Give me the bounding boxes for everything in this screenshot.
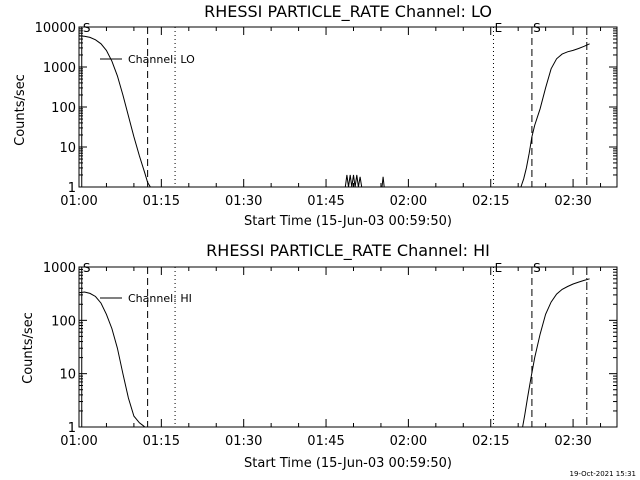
timestamp: 19-Oct-2021 15:31: [570, 470, 636, 478]
chart-title-hi: RHESSI PARTICLE_RATE Channel: HI: [206, 241, 490, 261]
y-tick-label: 10: [59, 368, 76, 383]
x-tick-label: 01:30: [225, 194, 262, 209]
marker-label: S: [533, 21, 541, 35]
y-tick-label: 100: [51, 314, 76, 329]
x-tick-label: 02:30: [554, 434, 591, 449]
x-tick-label: 01:45: [307, 194, 344, 209]
x-tick-label: 01:15: [143, 194, 180, 209]
series-line-hi: [78, 291, 146, 428]
x-tick-label: 02:00: [390, 194, 427, 209]
y-tick-label: 100: [51, 101, 76, 116]
x-tick-label: 01:30: [225, 434, 262, 449]
plot-frame-lo: [78, 26, 618, 188]
y-axis-label-hi: Counts/sec: [21, 312, 36, 384]
y-tick-label: 1000: [43, 61, 76, 76]
series-line-lo: [78, 35, 151, 188]
x-tick-label: 02:15: [472, 194, 509, 209]
y-tick-label: 1000: [43, 261, 76, 276]
x-tick-label: 01:00: [60, 194, 97, 209]
plot-area-lo: 01:00 01:15 01:30 01:45 02:00 02:15 02:30 1 10 10…: [35, 21, 618, 209]
marker-label: S: [83, 261, 91, 275]
chart-title-lo: RHESSI PARTICLE_RATE Channel: LO: [204, 2, 492, 22]
series-line-lo: [381, 176, 385, 188]
y-tick-label: 1: [68, 181, 76, 196]
x-tick-label: 02:00: [390, 434, 427, 449]
x-tick-label: 01:15: [143, 434, 180, 449]
marker-label: S: [533, 261, 541, 275]
y-tick-label: 10000: [35, 21, 76, 36]
series-line-hi: [522, 278, 590, 428]
plot-area-hi: 01:00 01:15 01:30 01:45 02:00 02:15 02:30 1 10 10…: [43, 261, 618, 449]
x-tick-label: 01:45: [307, 434, 344, 449]
marker-label: E: [495, 21, 503, 35]
series-line-lo: [344, 174, 363, 188]
legend-label-hi: Channel: HI: [128, 292, 192, 305]
legend-label-lo: Channel: LO: [128, 53, 195, 66]
series-line-lo: [520, 43, 590, 188]
x-axis-label-lo: Start Time (15-Jun-03 00:59:50): [244, 214, 452, 229]
y-tick-label: 1: [68, 421, 76, 436]
x-tick-label: 02:15: [472, 434, 509, 449]
plot-frame-hi: [78, 266, 618, 428]
x-axis-label-hi: Start Time (15-Jun-03 00:59:50): [244, 456, 452, 471]
y-tick-label: 10: [59, 141, 76, 156]
x-tick-label: 02:30: [554, 194, 591, 209]
y-axis-label-lo: Counts/sec: [13, 74, 28, 146]
marker-label: S: [83, 21, 91, 35]
x-tick-label: 01:00: [60, 434, 97, 449]
marker-label: E: [495, 261, 503, 275]
